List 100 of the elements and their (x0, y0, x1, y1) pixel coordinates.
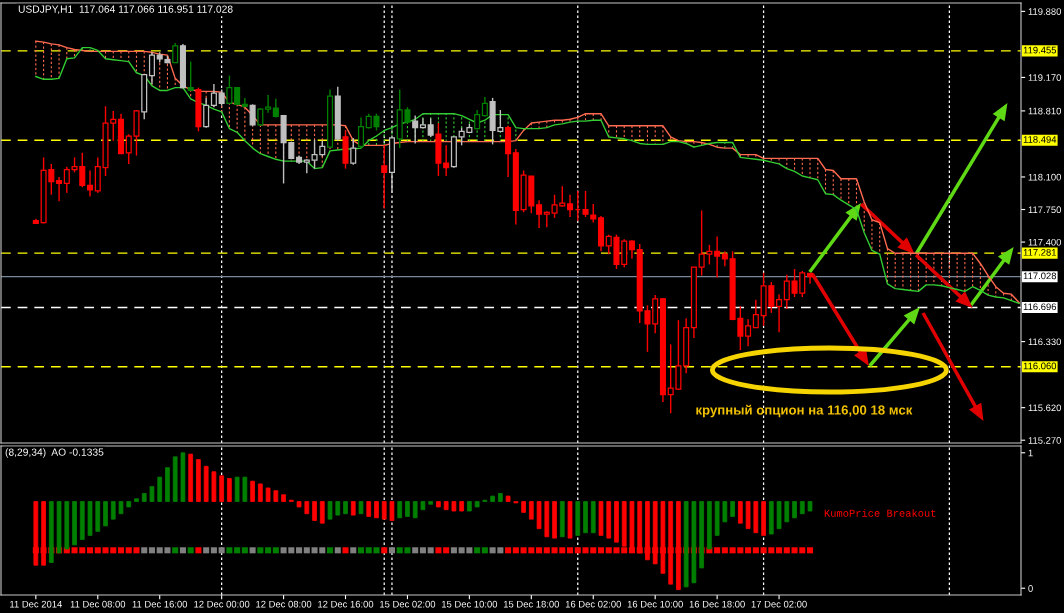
bar (722, 501, 728, 523)
x-tick-label: 11 Dec 08:00 (70, 600, 126, 608)
ref-line-label: 119.455 (1023, 46, 1057, 54)
x-tick-label: 11 Dec 2014 (10, 600, 62, 608)
x-tick-label: 11 Dec 16:00 (132, 600, 188, 608)
candlestick (87, 169, 94, 198)
bar (412, 501, 418, 519)
bar (397, 501, 403, 519)
bar (606, 501, 612, 539)
y-tick-label: 1 (1028, 449, 1033, 457)
bar (141, 492, 147, 502)
ref-line-label: 118.494 (1023, 136, 1057, 143)
bar (668, 501, 674, 585)
bar (792, 501, 797, 519)
y-tick-label: 118.810 (1028, 107, 1062, 115)
bar (258, 483, 263, 502)
candlestick (567, 193, 574, 218)
annotation: крупный опцион на 116,00 18 мск (696, 404, 913, 418)
bar (745, 501, 751, 530)
bar (467, 501, 472, 512)
bar (211, 471, 217, 502)
bar (738, 501, 743, 524)
bar (234, 476, 240, 502)
candlestick (628, 239, 635, 260)
bar (265, 487, 271, 502)
bar (614, 501, 619, 543)
bar (196, 459, 201, 502)
ref-line-label: 117.281 (1023, 248, 1057, 256)
bar (691, 501, 697, 584)
bar (219, 475, 224, 502)
bar (273, 490, 279, 502)
x-tick-label: 16 Dec 02:00 (565, 600, 621, 608)
bar (203, 465, 209, 502)
bar (598, 501, 604, 536)
bar (304, 501, 310, 515)
candlestick (745, 318, 752, 347)
bar (474, 501, 480, 508)
bar (366, 501, 372, 517)
chart-title: USDJPY,H1 117.064 117.066 116.951 117.028 (18, 5, 233, 14)
bar (172, 456, 178, 502)
bar (335, 501, 341, 516)
bar (134, 498, 139, 502)
bar (296, 501, 302, 508)
bar (319, 501, 325, 524)
bar (768, 501, 774, 535)
bar (714, 501, 720, 536)
bar (807, 501, 813, 512)
bar (660, 501, 666, 574)
candlestick (265, 94, 272, 114)
x-tick-label: 17 Dec 02:00 (751, 600, 807, 608)
y-tick-label: 118.100 (1028, 173, 1062, 181)
bar (420, 501, 426, 511)
bar (544, 501, 550, 538)
candlestick (172, 42, 179, 64)
bar (312, 501, 317, 521)
candlestick (776, 293, 783, 333)
candlestick (412, 114, 419, 145)
bar (41, 501, 46, 566)
bar (358, 501, 364, 515)
x-tick-label: 12 Dec 16:00 (318, 600, 374, 608)
bar (281, 494, 286, 502)
ref-line-label: 116.696 (1023, 303, 1057, 311)
candlestick (714, 235, 721, 279)
bar (776, 501, 782, 530)
bar (180, 452, 186, 502)
bar (451, 501, 457, 512)
bar (227, 478, 232, 502)
x-tick-label: 16 Dec 18:00 (689, 600, 745, 608)
ref-line-label: 116.060 (1023, 362, 1057, 370)
y-tick-label: 0 (1028, 585, 1033, 592)
bar (498, 492, 503, 502)
bar (436, 501, 441, 508)
bar (118, 501, 124, 515)
bar (250, 480, 255, 502)
bar (350, 501, 356, 516)
bar (48, 501, 54, 563)
candlestick (241, 97, 248, 108)
bar (784, 501, 790, 523)
bar (799, 501, 805, 515)
x-tick-label: 16 Dec 10:00 (627, 600, 683, 608)
candlestick (148, 51, 155, 85)
ref-line-label: 117.028 (1023, 272, 1057, 280)
bar (645, 501, 650, 561)
bar (188, 453, 194, 502)
bar (79, 501, 85, 540)
bar (165, 467, 170, 502)
bar (459, 501, 464, 512)
bar (753, 501, 759, 534)
candlestick (443, 144, 450, 177)
bar (242, 476, 248, 502)
bar (374, 501, 379, 519)
candlestick (807, 272, 814, 285)
bar (33, 501, 39, 566)
bar (103, 501, 108, 527)
bar (652, 501, 658, 565)
y-tick-label: 117.750 (1028, 206, 1062, 214)
bar (157, 476, 163, 502)
bar (343, 501, 348, 515)
chart-title: (8,29,34) AO -0.1335 (5, 448, 104, 458)
bar (683, 501, 689, 588)
